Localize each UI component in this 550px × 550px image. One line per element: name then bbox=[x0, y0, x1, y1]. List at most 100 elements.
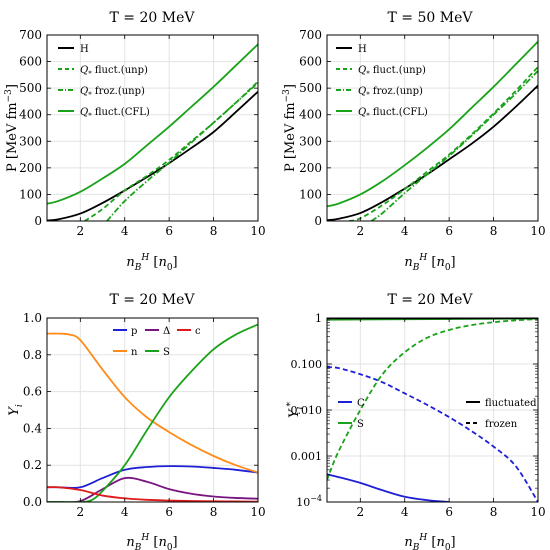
legend: p Δ c n S bbox=[113, 326, 201, 358]
y-tick-label: 700 bbox=[19, 28, 42, 42]
x-tick-label: 4 bbox=[121, 505, 129, 519]
x-tick-label: 2 bbox=[356, 505, 364, 519]
y-tick-label: 1 bbox=[315, 312, 322, 325]
legend: H Q* fluct.(unp) Q* froz.(unp) Q* fluct.… bbox=[58, 44, 150, 120]
y-axis-label: P [MeV fm−3] bbox=[4, 84, 20, 172]
series-line-q-fluct-cfl- bbox=[327, 41, 538, 208]
x-tick-label: 8 bbox=[490, 505, 498, 519]
x-tick-label: 6 bbox=[165, 224, 173, 238]
panel-top-left: T = 20 MeV 2 4 6 8 100100200300400500600700 … bbox=[4, 10, 266, 273]
y-tick-label: 700 bbox=[299, 28, 322, 42]
x-tick-label: 6 bbox=[165, 505, 173, 519]
legend-label-h: H bbox=[358, 44, 367, 55]
legend-label-q-froz-unp: Q* froz.(unp) bbox=[358, 86, 423, 99]
plot-frame bbox=[326, 34, 539, 222]
x-tick-label: 8 bbox=[210, 505, 218, 519]
grid bbox=[47, 317, 259, 503]
y-tick-label: 500 bbox=[19, 81, 42, 95]
legend-label-n: n bbox=[131, 347, 138, 358]
panel-title: T = 20 MeV bbox=[110, 292, 196, 308]
svg-text:P [MeV fm−3]: P [MeV fm−3] bbox=[282, 84, 298, 172]
y-tick-label: 0.001 bbox=[291, 450, 323, 463]
series-line-q-froz-unp- bbox=[370, 70, 538, 221]
panel-bottom-left: T = 20 MeV 2 4 6 8 10 0.0 0.2 0.4 0.6 0.8 1.0 Yi n… bbox=[7, 292, 266, 550]
series-line-- bbox=[47, 476, 258, 502]
legend-label-fluctuated: fluctuated bbox=[485, 398, 537, 409]
x-axis-label: nBH [n0] bbox=[404, 533, 455, 550]
series-line-n bbox=[47, 332, 258, 474]
series-line-q-froz-unp- bbox=[106, 82, 258, 221]
x-tick-label: 4 bbox=[401, 224, 409, 238]
series-group bbox=[47, 43, 258, 221]
x-axis-label: nBH [n0] bbox=[126, 533, 177, 550]
legend-style: fluctuated frozen bbox=[466, 398, 537, 430]
x-axis-label: nBH [n0] bbox=[404, 253, 455, 273]
y-tick-label: 0.0 bbox=[23, 495, 42, 509]
legend-label-q-fluct-cfl: Q* fluct.(CFL) bbox=[358, 107, 428, 120]
axis-ticks: 2 4 6 8 10 10−4 0.001 0.010 0.100 1 bbox=[291, 312, 546, 519]
legend-label-frozen: frozen bbox=[485, 419, 518, 430]
plot-frame bbox=[46, 317, 259, 503]
y-tick-label: 500 bbox=[299, 81, 322, 95]
x-tick-label: 8 bbox=[490, 224, 498, 238]
grid bbox=[327, 34, 539, 222]
y-tick-label: 0 bbox=[314, 214, 322, 228]
legend-label-c: c bbox=[195, 326, 201, 337]
x-tick-label: 4 bbox=[121, 224, 129, 238]
axis-ticks: 2 4 6 8 10 0.0 0.2 0.4 0.6 0.8 1.0 bbox=[23, 311, 266, 519]
legend: H Q* fluct.(unp) Q* froz.(unp) Q* fluct.… bbox=[336, 44, 428, 120]
y-tick-label: 0.100 bbox=[291, 358, 323, 371]
grid bbox=[327, 317, 539, 503]
y-tick-label: 0.8 bbox=[23, 348, 42, 362]
y-tick-label: 0.4 bbox=[23, 421, 42, 435]
series-line-c bbox=[47, 486, 258, 502]
legend-label-q-fluct-unp: Q* fluct.(unp) bbox=[80, 65, 148, 78]
series-group bbox=[47, 323, 258, 502]
svg-text:Yi*: Yi* bbox=[286, 402, 305, 418]
legend-label-c: C bbox=[357, 398, 365, 409]
legend-species: C S bbox=[338, 398, 365, 430]
series-line-unlabeled-1 bbox=[327, 366, 538, 502]
legend-label-s: S bbox=[163, 347, 170, 358]
legend-label-p: p bbox=[131, 326, 137, 337]
y-tick-label: 200 bbox=[19, 161, 42, 175]
series-line-q-fluct-unp- bbox=[349, 66, 538, 221]
x-tick-label: 2 bbox=[76, 505, 84, 519]
y-tick-label: 0.010 bbox=[291, 404, 323, 417]
y-tick-label: 400 bbox=[299, 108, 322, 122]
y-tick-label: 300 bbox=[299, 134, 322, 148]
x-tick-label: 2 bbox=[356, 224, 364, 238]
x-axis-label: nBH [n0] bbox=[126, 253, 177, 273]
y-tick-label: 1.0 bbox=[23, 311, 42, 325]
y-tick-label: 300 bbox=[19, 134, 42, 148]
legend-label-q-froz-unp: Q* froz.(unp) bbox=[80, 86, 145, 99]
panel-top-right: T = 50 MeV 2 4 6 8 100100200300400500600700 … bbox=[282, 10, 546, 273]
y-tick-label: 100 bbox=[299, 187, 322, 201]
panel-title: T = 50 MeV bbox=[388, 10, 474, 26]
series-line-unlabeled-3 bbox=[327, 318, 538, 481]
y-axis-label: P [MeV fm−3] bbox=[282, 84, 298, 172]
panel-bottom-right: T = 20 MeV 2 4 6 8 10 10−4 0.001 0.010 0.100 1 Yi… bbox=[286, 292, 546, 550]
legend-label-h: H bbox=[80, 44, 89, 55]
y-tick-label: 600 bbox=[299, 55, 322, 69]
y-axis-label: Yi* bbox=[286, 402, 305, 418]
y-tick-label: 600 bbox=[19, 55, 42, 69]
x-tick-label: 6 bbox=[445, 505, 453, 519]
x-tick-label: 10 bbox=[250, 224, 265, 238]
legend-label-q-fluct-unp: Q* fluct.(unp) bbox=[358, 65, 426, 78]
y-tick-label: 200 bbox=[299, 161, 322, 175]
plot-frame bbox=[46, 34, 259, 222]
series-line-s bbox=[47, 323, 258, 502]
y-tick-label: 400 bbox=[19, 108, 42, 122]
series-line-h bbox=[327, 84, 538, 221]
legend-label-delta: Δ bbox=[163, 326, 170, 337]
panel-title: T = 20 MeV bbox=[110, 10, 196, 26]
y-tick-label: 0.2 bbox=[23, 458, 42, 472]
x-tick-label: 10 bbox=[530, 224, 545, 238]
x-tick-label: 4 bbox=[401, 505, 409, 519]
y-axis-label: Yi bbox=[7, 404, 25, 416]
series-line-p bbox=[47, 465, 258, 489]
x-tick-label: 2 bbox=[76, 224, 84, 238]
